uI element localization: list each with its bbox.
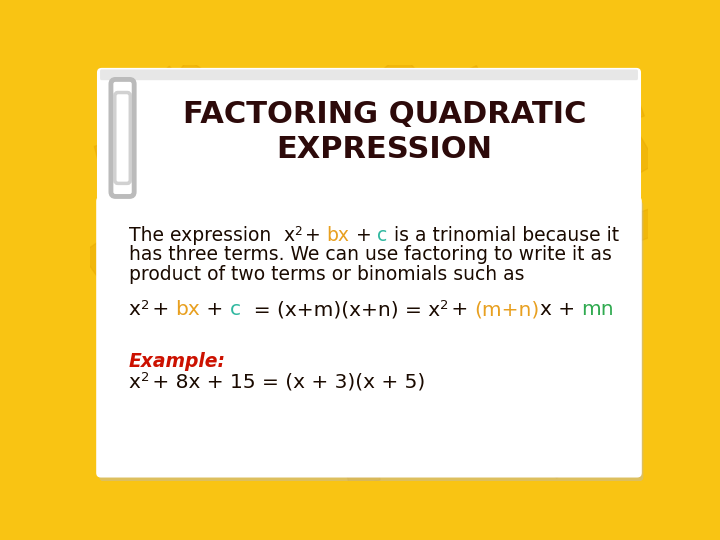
Text: 2: 2 bbox=[294, 225, 302, 238]
FancyBboxPatch shape bbox=[100, 70, 638, 80]
Polygon shape bbox=[522, 90, 549, 117]
Text: product of two terms or binomials such as: product of two terms or binomials such a… bbox=[129, 265, 524, 284]
Text: FACTORING QUADRATIC: FACTORING QUADRATIC bbox=[183, 100, 586, 130]
Polygon shape bbox=[81, 237, 122, 278]
Polygon shape bbox=[451, 66, 488, 103]
Text: (m+n): (m+n) bbox=[474, 300, 540, 319]
Text: x: x bbox=[283, 226, 294, 245]
Text: 2: 2 bbox=[140, 299, 149, 312]
Text: c: c bbox=[377, 226, 387, 245]
Text: mn: mn bbox=[581, 300, 614, 319]
FancyBboxPatch shape bbox=[99, 201, 644, 481]
Text: 2: 2 bbox=[140, 372, 149, 384]
Text: c: c bbox=[230, 300, 240, 319]
Text: Example:: Example: bbox=[129, 352, 226, 371]
Polygon shape bbox=[174, 59, 208, 93]
Polygon shape bbox=[590, 76, 644, 131]
Text: EXPRESSION: EXPRESSION bbox=[276, 135, 492, 164]
Text: bx: bx bbox=[175, 300, 200, 319]
Text: +: + bbox=[445, 300, 474, 319]
Text: = (x+m)(x+n) = x: = (x+m)(x+n) = x bbox=[240, 300, 440, 319]
Polygon shape bbox=[574, 91, 613, 131]
Text: x: x bbox=[129, 373, 140, 392]
Text: is a trinomial because it: is a trinomial because it bbox=[387, 226, 618, 245]
Polygon shape bbox=[548, 69, 593, 114]
Polygon shape bbox=[128, 94, 161, 127]
Polygon shape bbox=[585, 410, 634, 459]
Text: +: + bbox=[200, 300, 230, 319]
FancyBboxPatch shape bbox=[100, 192, 638, 209]
Text: x +: x + bbox=[540, 300, 581, 319]
Polygon shape bbox=[377, 53, 423, 99]
Text: +: + bbox=[145, 300, 175, 319]
FancyBboxPatch shape bbox=[97, 68, 641, 202]
Text: has three terms. We can use factoring to write it as: has three terms. We can use factoring to… bbox=[129, 246, 611, 265]
Text: x: x bbox=[129, 300, 140, 319]
Polygon shape bbox=[623, 209, 657, 244]
Text: bx: bx bbox=[327, 226, 350, 245]
Text: The expression: The expression bbox=[129, 226, 283, 245]
Polygon shape bbox=[608, 133, 657, 181]
Polygon shape bbox=[145, 66, 189, 110]
Polygon shape bbox=[94, 138, 132, 176]
Polygon shape bbox=[534, 437, 576, 478]
FancyBboxPatch shape bbox=[96, 197, 642, 477]
Text: +: + bbox=[299, 226, 327, 245]
Text: +: + bbox=[350, 226, 377, 245]
Text: 2: 2 bbox=[440, 299, 449, 312]
Polygon shape bbox=[100, 75, 157, 131]
Text: + 8x + 15 = (x + 3)(x + 5): + 8x + 15 = (x + 3)(x + 5) bbox=[145, 373, 425, 392]
Polygon shape bbox=[108, 414, 157, 462]
Polygon shape bbox=[342, 450, 380, 488]
